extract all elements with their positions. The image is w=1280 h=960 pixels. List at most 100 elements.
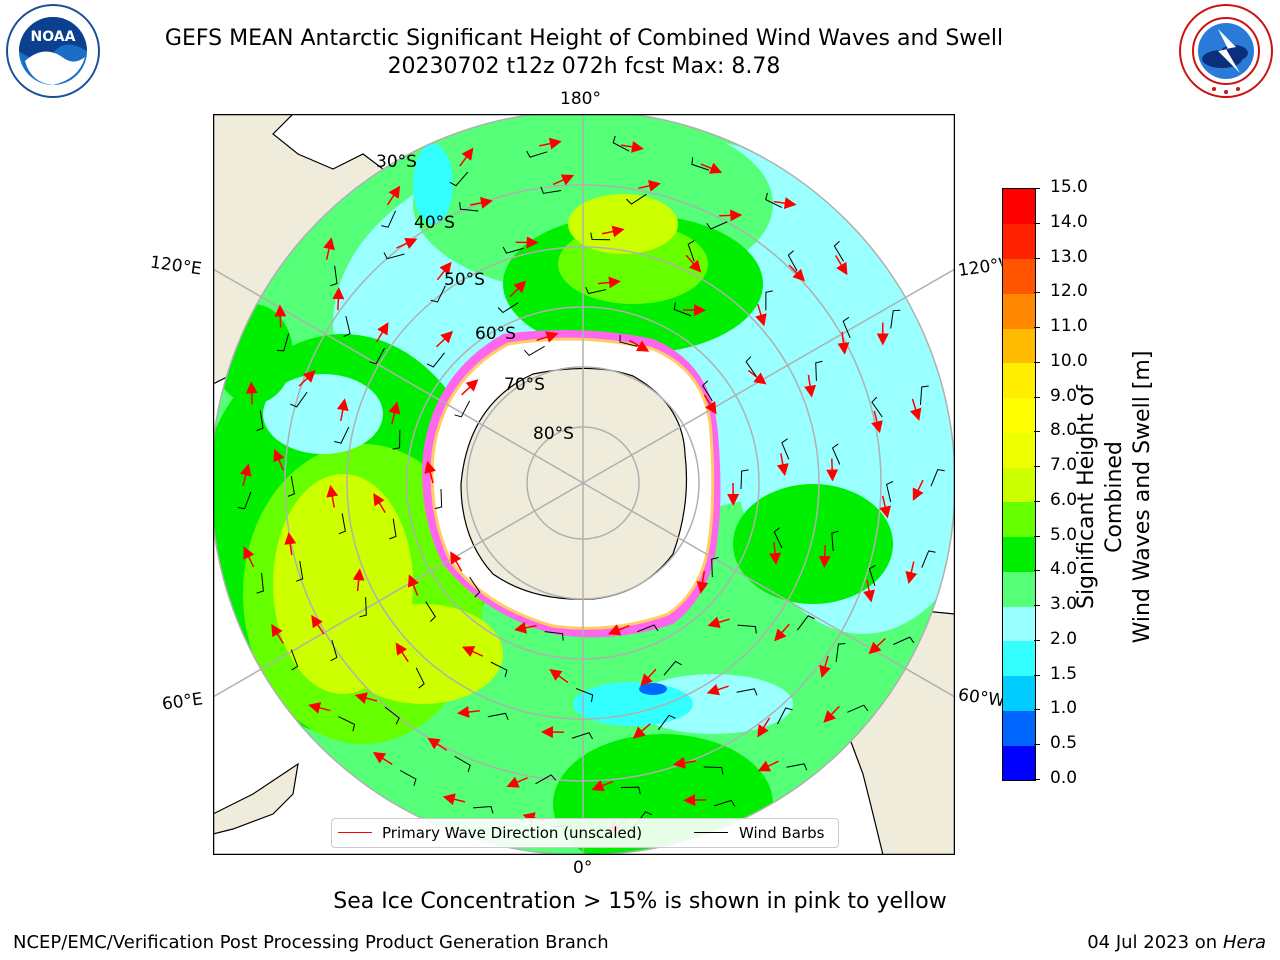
colorbar-tick-mark xyxy=(1034,639,1040,641)
colorbar-segment xyxy=(1003,189,1035,225)
wind-barb xyxy=(590,232,611,241)
sea-ice-note: Sea Ice Concentration > 15% is shown in … xyxy=(333,889,947,914)
wave-direction-arrow xyxy=(396,238,418,249)
wave-direction-arrow xyxy=(823,705,840,723)
wave-direction-arrow xyxy=(323,237,335,260)
lon-label-180: 180° xyxy=(560,89,601,109)
colorbar-tick-mark xyxy=(1034,327,1040,329)
wave-direction-arrow xyxy=(818,545,831,569)
wind-barb xyxy=(714,799,736,807)
colorbar-tick-label: 15.0 xyxy=(1050,177,1088,197)
colorbar xyxy=(1002,188,1036,781)
wave-direction-arrow xyxy=(311,614,325,635)
colorbar-segment xyxy=(1003,293,1035,329)
colorbar-label: Significant Height of Combined Wind Wave… xyxy=(1073,347,1157,647)
wave-direction-arrow xyxy=(243,546,255,568)
wave-direction-arrow xyxy=(747,369,767,385)
colorbar-tick-label: 10.0 xyxy=(1050,350,1088,371)
wave-direction-arrow xyxy=(804,374,816,398)
wind-barb xyxy=(831,443,841,465)
wave-direction-arrow xyxy=(354,692,378,704)
wind-barb xyxy=(815,360,823,381)
colorbar-tick-mark xyxy=(1034,257,1040,259)
colorbar-segment xyxy=(1003,258,1035,294)
colorbar-tick-mark xyxy=(1034,396,1040,398)
colorbar-tick-label: 13.0 xyxy=(1050,246,1088,267)
wave-direction-arrow xyxy=(509,280,527,298)
wave-direction-arrow xyxy=(326,484,339,508)
colorbar-tick-mark xyxy=(1034,222,1040,224)
colorbar-segment xyxy=(1003,640,1035,677)
wave-direction-arrow xyxy=(336,398,349,422)
wind-barb xyxy=(392,429,401,450)
colorbar-tick-mark xyxy=(1034,431,1040,433)
wind-barb xyxy=(571,732,593,740)
wave-direction-arrow xyxy=(909,398,922,421)
wind-barb xyxy=(449,171,469,187)
chart-title: GEFS MEAN Antarctic Significant Height o… xyxy=(164,26,1004,51)
wind-barb xyxy=(663,660,682,676)
colorbar-segment xyxy=(1003,536,1035,572)
lon-label-120e: 120°E xyxy=(148,252,203,280)
wave-direction-arrow xyxy=(863,579,875,603)
wind-barb xyxy=(334,426,350,444)
wave-direction-arrow xyxy=(707,616,730,629)
lat-label-30s: 30°S xyxy=(376,152,417,172)
wave-direction-arrow xyxy=(308,702,331,714)
wind-barb xyxy=(295,560,304,582)
colorbar-segment xyxy=(1003,397,1035,433)
colorbar-tick-mark xyxy=(1034,535,1040,537)
colorbar-tick-label: 2.0 xyxy=(1050,628,1078,649)
colorbar-tick-label: 9.0 xyxy=(1050,385,1078,406)
wind-barb xyxy=(787,250,798,272)
vector-layer xyxy=(237,135,945,833)
wave-direction-arrow xyxy=(905,561,918,585)
wind-barb xyxy=(338,716,356,732)
noaa-logo: NOAA xyxy=(6,4,100,98)
graticule xyxy=(213,114,955,855)
map-frame xyxy=(213,114,955,855)
wave-direction-arrow xyxy=(819,655,831,678)
lon-label-60e: 60°E xyxy=(160,689,205,715)
wind-barb xyxy=(773,527,783,549)
colorbar-segment xyxy=(1003,745,1035,781)
wind-barb xyxy=(425,601,436,622)
wind-barb xyxy=(415,667,425,689)
wave-direction-arrow xyxy=(514,621,537,634)
wave-direction-arrow xyxy=(435,330,454,348)
wave-direction-arrow xyxy=(628,339,650,352)
wind-barb xyxy=(338,513,346,535)
footer-machine: Hera xyxy=(1222,932,1266,953)
wind-barb xyxy=(703,766,724,775)
wind-barb xyxy=(290,649,299,671)
colorbar-tick-mark xyxy=(1034,500,1040,502)
wind-barb xyxy=(237,491,252,510)
wave-direction-arrow xyxy=(273,448,285,471)
wave-direction-arrow xyxy=(632,723,651,739)
colorbar-segment xyxy=(1003,710,1035,746)
colorbar-segment xyxy=(1003,501,1035,538)
wave-direction-arrow xyxy=(407,574,420,596)
wind-barb xyxy=(765,290,773,311)
colorbar-tick-mark xyxy=(1034,570,1040,572)
wind-barb xyxy=(620,786,641,795)
chart-subtitle: 20230702 t12z 072h fcst Max: 8.78 xyxy=(387,54,781,79)
wave-direction-legend-swatch xyxy=(338,832,372,833)
wind-barb xyxy=(430,285,446,303)
wave-direction-arrow xyxy=(245,381,258,405)
colorbar-tick-label: 3.0 xyxy=(1050,594,1078,615)
wind-barb xyxy=(893,636,915,645)
wind-barb xyxy=(921,550,936,568)
lon-label-60w: 60°W xyxy=(956,685,1004,711)
wind-barb xyxy=(535,774,557,785)
wave-direction-arrow xyxy=(386,185,401,206)
wave-direction-arrow xyxy=(552,174,575,186)
wind-barb xyxy=(454,400,471,418)
wind-barb-legend-swatch xyxy=(694,832,728,833)
wave-direction-arrow xyxy=(621,140,644,153)
wave-direction-arrow xyxy=(459,147,474,167)
wave-direction-arrow xyxy=(757,717,771,738)
wave-direction-arrow xyxy=(868,637,886,655)
wind-barb xyxy=(835,643,846,663)
lat-label-70s: 70°S xyxy=(504,375,545,395)
